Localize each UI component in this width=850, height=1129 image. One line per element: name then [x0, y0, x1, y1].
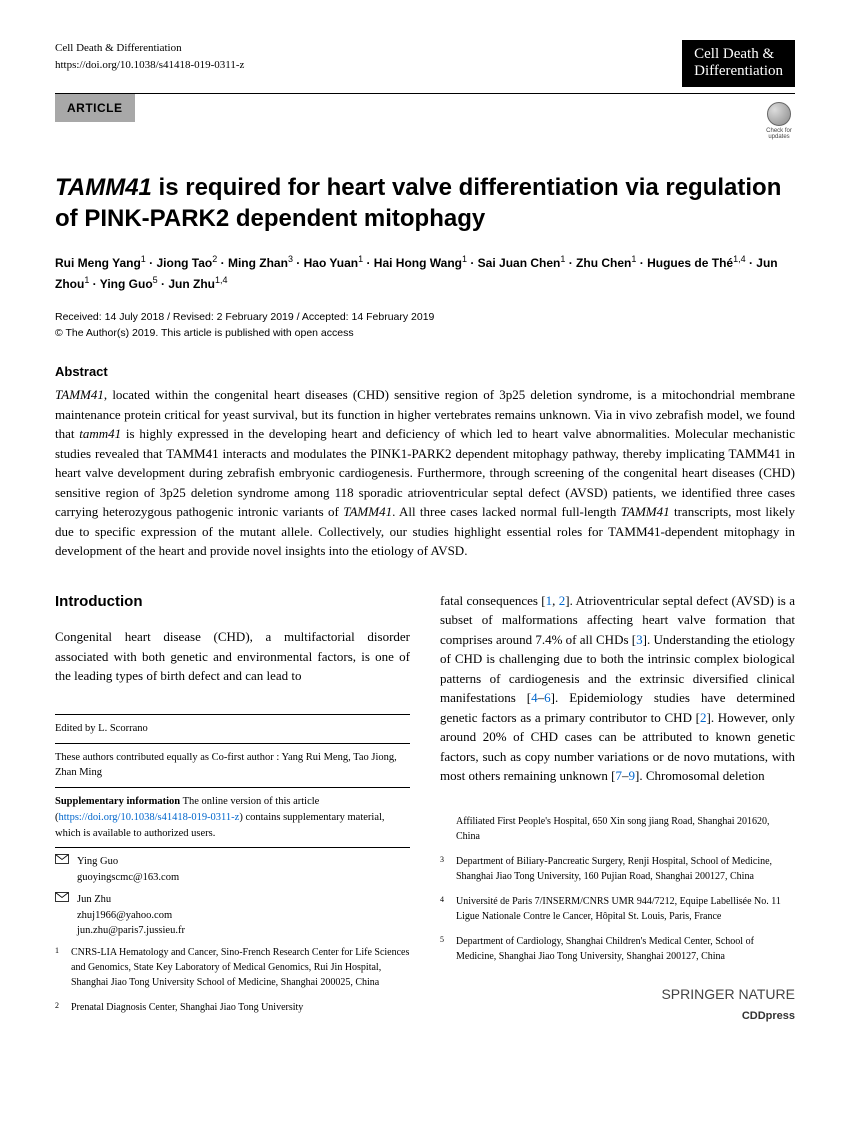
- footnotes-block: Edited by L. Scorrano These authors cont…: [55, 714, 410, 1015]
- body-columns: Introduction Congenital heart disease (C…: [55, 591, 795, 1025]
- supp-link[interactable]: https://doi.org/10.1038/s41418-019-0311-…: [59, 812, 240, 823]
- abstract-heading: Abstract: [55, 362, 795, 382]
- doi-link[interactable]: https://doi.org/10.1038/s41418-019-0311-…: [55, 59, 244, 71]
- affiliation-item: 4Université de Paris 7/INSERM/CNRS UMR 9…: [440, 894, 795, 924]
- supplementary-info: Supplementary information The online ver…: [55, 794, 410, 841]
- affiliations-right: Affiliated First People's Hospital, 650 …: [440, 814, 795, 964]
- mail-icon: [55, 854, 69, 886]
- article-title: TAMM41 is required for heart valve diffe…: [55, 172, 795, 234]
- corresponding-author-1: Ying Guo guoyingscmc@163.com: [55, 854, 410, 886]
- page-header: Cell Death & Differentiation https://doi…: [55, 40, 795, 87]
- check-updates-badge[interactable]: Check for updates: [763, 102, 795, 144]
- crossmark-icon: [767, 102, 791, 126]
- journal-logo: Cell Death & Differentiation: [682, 40, 795, 87]
- article-type-label: ARTICLE: [55, 94, 135, 122]
- affiliation-item: 1CNRS-LIA Hematology and Cancer, Sino-Fr…: [55, 945, 410, 990]
- corresponding-author-2: Jun Zhu zhuj1966@yahoo.com jun.zhu@paris…: [55, 892, 410, 939]
- right-column: fatal consequences [1, 2]. Atrioventricu…: [440, 591, 795, 1025]
- intro-text-left: Congenital heart disease (CHD), a multif…: [55, 627, 410, 686]
- introduction-heading: Introduction: [55, 591, 410, 614]
- intro-text-right: fatal consequences [1, 2]. Atrioventricu…: [440, 591, 795, 786]
- article-dates: Received: 14 July 2018 / Revised: 2 Febr…: [55, 310, 795, 342]
- journal-info: Cell Death & Differentiation https://doi…: [55, 40, 244, 73]
- affiliation-item: 5Department of Cardiology, Shanghai Chil…: [440, 934, 795, 964]
- cofirst-note: These authors contributed equally as Co-…: [55, 750, 410, 782]
- affiliation-item: 3Department of Biliary-Pancreatic Surger…: [440, 854, 795, 884]
- journal-name: Cell Death & Differentiation: [55, 40, 244, 57]
- affiliations-left: 1CNRS-LIA Hematology and Cancer, Sino-Fr…: [55, 945, 410, 1015]
- author-list: Rui Meng Yang1 · Jiong Tao2 · Ming Zhan3…: [55, 252, 795, 294]
- edited-by: Edited by L. Scorrano: [55, 721, 410, 737]
- affiliation-item: Affiliated First People's Hospital, 650 …: [440, 814, 795, 844]
- affiliation-item: 2Prenatal Diagnosis Center, Shanghai Jia…: [55, 1000, 410, 1015]
- mail-icon: [55, 892, 69, 939]
- abstract-text: TAMM41, located within the congenital he…: [55, 385, 795, 561]
- publisher-footer: SPRINGER NATURE CDDpress: [440, 984, 795, 1025]
- left-column: Introduction Congenital heart disease (C…: [55, 591, 410, 1025]
